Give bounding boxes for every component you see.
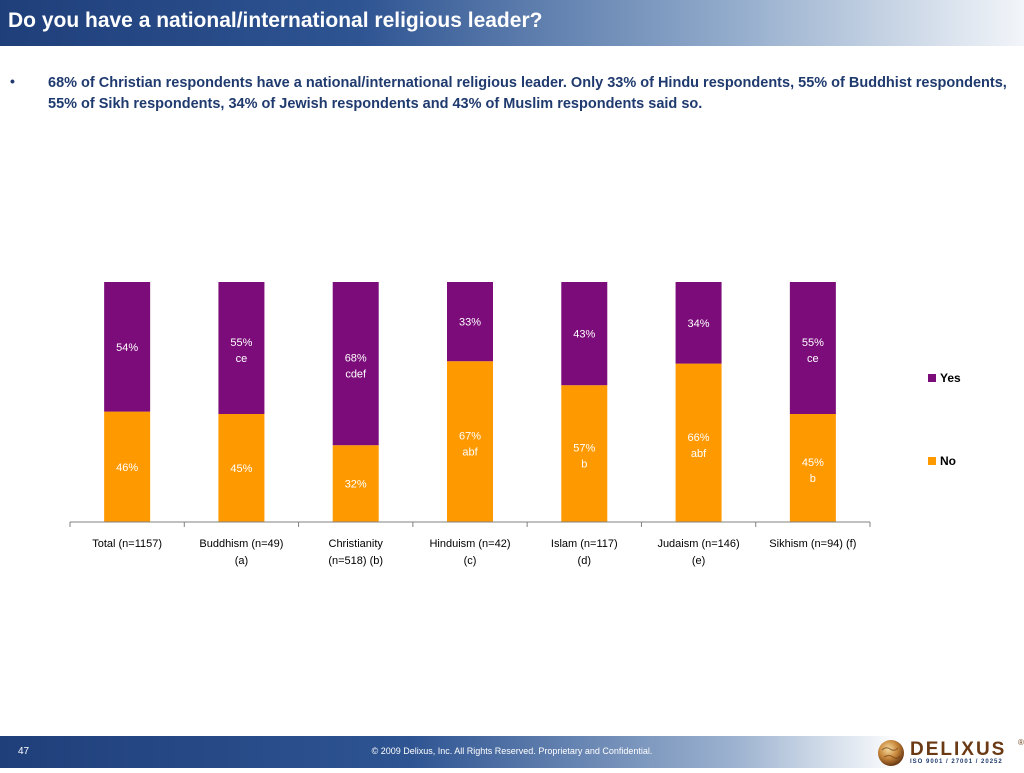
category-label-3-1: (c)	[464, 555, 477, 567]
bar-yes-0	[104, 282, 151, 412]
legend: Yes No	[928, 371, 961, 468]
copyright-text: © 2009 Delixus, Inc. All Rights Reserved…	[371, 746, 653, 756]
category-label-3-0: Hinduism (n=42)	[429, 538, 510, 550]
data-label-no-2: 32%	[345, 479, 367, 491]
category-label-5-1: (e)	[692, 555, 705, 567]
data-label-yes-0: 54%	[116, 342, 138, 354]
bar-no-4	[561, 385, 608, 522]
bar-yes-1	[218, 282, 265, 414]
bar-no-1	[218, 414, 265, 522]
data-label-yes-6: 55%	[802, 337, 824, 349]
stacked-bar-chart: 46% 54% 45% 55% ce 32% 68% cdef 67% abf 33% 57% b 43%…	[69, 282, 961, 567]
logo-wordmark: DELIXUS	[910, 739, 1007, 760]
sig-label-yes-1: ce	[236, 353, 248, 365]
summary-text: 68% of Christian respondents have a nati…	[48, 75, 1007, 112]
legend-label-no: No	[940, 454, 956, 468]
bullet-marker: •	[10, 73, 15, 89]
data-label-no-4: 57%	[573, 443, 595, 455]
delixus-logo: DELIXUS ISO 9001 / 27001 / 20252 ®	[876, 738, 1024, 768]
sig-label-no-5: abf	[691, 448, 707, 460]
legend-swatch-yes	[928, 374, 936, 382]
logo-iso-text: ISO 9001 / 27001 / 20252	[910, 759, 1003, 765]
data-label-yes-5: 34%	[688, 318, 710, 330]
globe-icon	[878, 740, 904, 766]
page-title: Do you have a national/international rel…	[8, 9, 543, 32]
category-label-6-0: Sikhism (n=94) (f)	[769, 538, 856, 550]
category-label-4-1: (d)	[578, 555, 591, 567]
category-label-1-1: (a)	[235, 555, 248, 567]
bar-yes-6	[789, 282, 836, 414]
bar-yes-5	[675, 282, 722, 364]
bar-yes-3	[447, 282, 493, 362]
data-label-yes-3: 33%	[459, 317, 481, 329]
bar-no-3	[447, 361, 493, 522]
sig-label-yes-2: cdef	[345, 369, 367, 381]
footer: 47 © 2009 Delixus, Inc. All Rights Reser…	[0, 736, 1024, 768]
title-bar: Do you have a national/international rel…	[0, 0, 1024, 46]
sig-label-no-6: b	[810, 473, 816, 485]
x-axis: Total (n=1157) Buddhism (n=49) (a) Christia…	[69, 521, 871, 567]
category-label-5-0: Judaism (n=146)	[657, 538, 739, 550]
bar-yes-2	[332, 282, 379, 446]
legend-label-yes: Yes	[940, 371, 961, 385]
sig-label-no-4: b	[581, 459, 587, 471]
category-label-2-0: Christianity	[329, 538, 384, 550]
category-label-1-0: Buddhism (n=49)	[199, 538, 283, 550]
registered-mark: ®	[1018, 738, 1024, 747]
sig-label-no-3: abf	[462, 447, 478, 459]
data-label-yes-1: 55%	[230, 337, 252, 349]
bar-no-2	[332, 445, 379, 522]
data-labels-group: 46% 54% 45% 55% ce 32% 68% cdef 67% abf 33% 57% b 43%…	[116, 317, 824, 491]
sig-label-yes-6: ce	[807, 353, 819, 365]
data-label-yes-4: 43%	[573, 329, 595, 341]
data-label-no-5: 66%	[688, 432, 710, 444]
page-number: 47	[18, 746, 30, 757]
category-label-0-0: Total (n=1157)	[92, 538, 162, 550]
data-label-no-6: 45%	[802, 457, 824, 469]
data-label-yes-2: 68%	[345, 353, 367, 365]
bar-no-0	[104, 411, 151, 522]
data-label-no-3: 67%	[459, 431, 481, 443]
bar-no-5	[675, 363, 722, 522]
bars-group	[104, 282, 836, 522]
data-label-no-0: 46%	[116, 462, 138, 474]
category-label-4-0: Islam (n=117)	[551, 538, 618, 550]
data-label-no-1: 45%	[230, 463, 252, 475]
bar-yes-4	[561, 282, 608, 386]
category-label-2-1: (n=518) (b)	[328, 555, 383, 567]
legend-swatch-no	[928, 457, 936, 465]
bar-no-6	[789, 414, 836, 522]
